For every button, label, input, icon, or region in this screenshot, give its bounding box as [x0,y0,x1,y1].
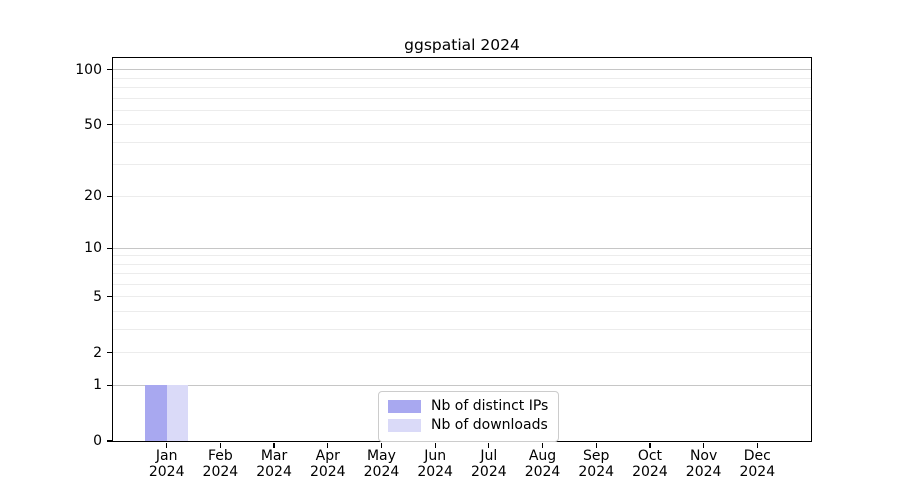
x-tick-label-oct: Oct 2024 [620,448,680,480]
legend-swatch-downloads [388,419,421,432]
x-tick-label-aug: Aug 2024 [513,448,573,480]
x-tick-label-nov: Nov 2024 [674,448,734,480]
x-tick-year: 2024 [417,463,453,480]
x-tick-month: Mar [260,448,288,464]
x-tick-month: May [366,448,396,464]
x-tick-month: Jun [424,448,447,464]
legend-label-downloads: Nb of downloads [431,417,548,433]
x-tick-nov [703,442,705,448]
x-tick-label-mar: Mar 2024 [244,448,304,480]
legend: Nb of distinct IPs Nb of downloads [378,391,560,442]
gridline-y-50 [113,124,811,126]
x-tick-aug [541,442,544,448]
chart-title: ggspatial 2024 [404,36,520,54]
x-tick-month: Aug [528,448,557,464]
x-tick-apr [327,442,329,448]
gridline-y-4 [113,311,811,313]
x-tick-month: Feb [207,448,233,464]
bar-distinct-ips-jan [145,385,167,441]
x-tick-label-jul: Jul 2024 [459,448,519,480]
x-tick-label-dec: Dec 2024 [727,448,787,480]
y-tick-0 [106,440,112,442]
x-tick-month: Apr [315,448,340,464]
y-tick-label-1: 1 [93,377,102,394]
x-tick-label-jun: Jun 2024 [405,448,465,480]
x-tick-year: 2024 [471,463,507,480]
y-tick-100 [106,69,112,71]
gridline-y-1 [113,384,811,386]
x-tick-sep [595,442,597,448]
bar-downloads-jan [166,385,189,441]
x-tick-year: 2024 [578,463,615,480]
y-tick-50 [106,124,112,126]
gridline-y-2 [113,352,811,354]
x-tick-dec [756,442,758,448]
x-tick-label-jan: Jan 2024 [137,448,197,480]
x-tick-year: 2024 [524,463,561,480]
y-tick-5 [106,296,112,298]
gridline-y-7 [113,273,811,275]
x-tick-year: 2024 [202,463,239,480]
gridline-y-60 [113,109,811,111]
x-tick-label-feb: Feb 2024 [190,448,250,480]
x-tick-may [380,442,383,448]
y-tick-20 [106,195,112,197]
y-tick-label-50: 50 [84,116,102,133]
x-tick-feb [219,442,221,448]
x-tick-year: 2024 [739,463,776,480]
y-tick-2 [106,352,112,354]
x-tick-jun [434,442,436,448]
gridline-y-70 [113,97,811,99]
y-tick-1 [106,384,112,386]
gridline-y-9 [113,255,811,257]
legend-label-distinct-ips: Nb of distinct IPs [431,398,549,414]
x-tick-year: 2024 [632,463,668,480]
y-tick-10 [106,247,112,249]
x-tick-year: 2024 [148,463,185,480]
y-tick-label-5: 5 [93,288,102,305]
x-tick-month: Oct [637,448,663,464]
x-tick-jul [488,442,490,448]
x-tick-month: Sep [583,448,610,464]
x-tick-month: Nov [689,448,718,464]
x-tick-label-apr: Apr 2024 [298,448,358,480]
gridline-y-20 [113,195,811,197]
legend-item-distinct-ips: Nb of distinct IPs [388,397,548,416]
x-tick-year: 2024 [309,463,346,480]
x-tick-label-may: May 2024 [351,448,411,480]
gridline-y-3 [113,329,811,330]
x-tick-label-sep: Sep 2024 [566,448,626,480]
x-tick-month: Dec [743,448,771,464]
gridline-y-10 [113,247,811,249]
gridline-y-100 [113,69,811,71]
legend-item-downloads: Nb of downloads [388,416,548,435]
legend-swatch-distinct-ips [388,400,421,413]
y-tick-label-2: 2 [93,344,102,361]
gridline-y-40 [113,141,811,143]
x-tick-year: 2024 [256,463,292,480]
gridline-y-30 [113,164,811,166]
x-tick-jan [166,442,168,448]
x-tick-year: 2024 [363,463,400,480]
gridline-y-8 [113,263,811,265]
y-tick-label-20: 20 [84,188,102,205]
x-tick-month: Jul [480,448,498,464]
y-tick-label-0: 0 [93,433,102,449]
gridline-y-6 [113,283,811,285]
gridline-y-90 [113,77,811,79]
x-tick-oct [649,442,651,448]
y-tick-label-100: 100 [75,61,102,78]
x-tick-year: 2024 [685,463,722,480]
gridline-y-80 [113,87,811,89]
y-tick-label-10: 10 [84,240,102,257]
x-tick-mar [273,442,275,448]
gridline-y-5 [113,296,811,298]
x-tick-month: Jan [155,448,178,464]
